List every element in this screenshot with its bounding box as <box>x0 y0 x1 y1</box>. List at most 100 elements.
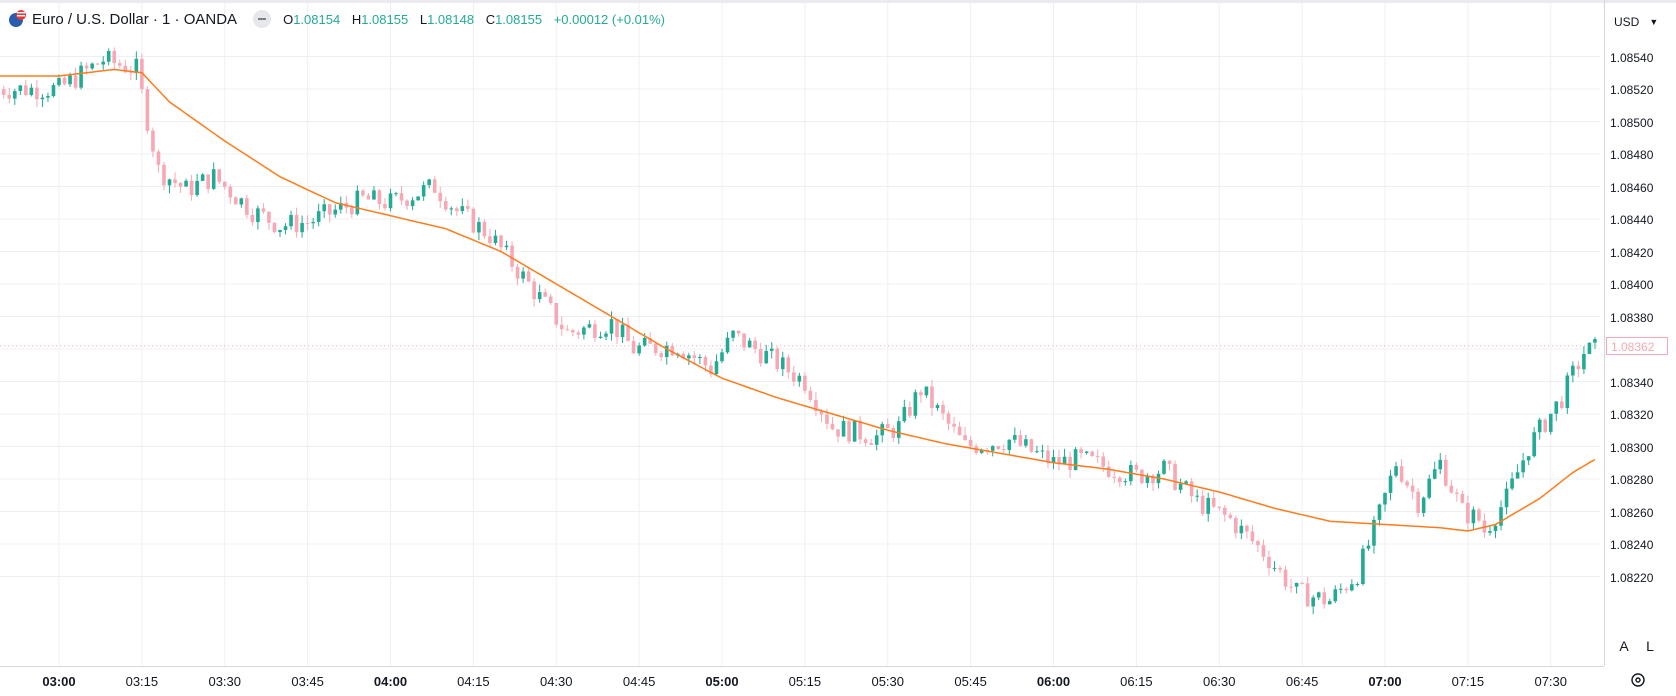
candle <box>444 197 448 212</box>
candle <box>1229 512 1233 519</box>
candle-body <box>693 355 697 358</box>
candle-body <box>1019 435 1023 446</box>
candle <box>151 128 155 158</box>
candle-body <box>1554 401 1558 413</box>
candle <box>416 196 420 201</box>
candle <box>1052 450 1056 469</box>
candle <box>588 320 592 328</box>
candle-body <box>566 329 570 330</box>
candle <box>356 185 360 215</box>
candle <box>372 186 376 200</box>
candle <box>488 229 492 248</box>
candle-body <box>1461 494 1465 503</box>
time-tick-label: 07:30 <box>1534 674 1567 689</box>
candle <box>709 361 713 378</box>
candle <box>394 192 398 197</box>
candle-body <box>273 223 277 232</box>
candle <box>1240 519 1244 539</box>
candle <box>947 411 951 430</box>
candle-body <box>1013 435 1017 440</box>
candle-body <box>919 392 923 395</box>
price-tick-label: 1.08240 <box>1610 538 1653 552</box>
candle <box>1173 461 1177 491</box>
currency-selector[interactable]: USD ▼ <box>1608 10 1670 34</box>
candle-body <box>897 421 901 438</box>
candle <box>1433 462 1437 480</box>
candle-body <box>1521 460 1525 472</box>
candle-body <box>1560 401 1564 408</box>
candle <box>1438 453 1442 474</box>
symbol-legend[interactable]: Euro / U.S. Dollar · 1 · OANDA O1.08154 … <box>8 10 673 28</box>
candle-body <box>1383 493 1387 505</box>
settings-gear-icon[interactable] <box>1628 670 1648 690</box>
candle-body <box>328 204 332 214</box>
candle-body <box>179 183 183 187</box>
candle-body <box>162 165 166 186</box>
candle <box>1444 455 1448 487</box>
candle-body <box>1030 439 1034 452</box>
candle <box>433 176 437 193</box>
candle <box>1477 508 1481 523</box>
symbol-title[interactable]: Euro / U.S. Dollar · 1 · OANDA <box>32 11 237 28</box>
candle-body <box>190 181 194 195</box>
candle-body <box>577 332 581 334</box>
candle <box>1217 506 1221 510</box>
candle <box>295 208 299 238</box>
candle <box>1030 439 1034 453</box>
candle <box>566 325 570 331</box>
candle <box>637 343 641 356</box>
candle <box>389 189 393 212</box>
candle <box>256 206 260 230</box>
candle-body <box>521 272 525 279</box>
candle <box>1510 472 1514 490</box>
candle <box>1345 587 1349 594</box>
time-tick-label: 06:00 <box>1037 674 1070 689</box>
candle <box>731 330 735 341</box>
candle-body <box>1295 583 1299 587</box>
low-label: L <box>420 12 427 27</box>
price-axis[interactable] <box>1604 0 1676 666</box>
candle-body <box>24 85 28 95</box>
candle-body <box>1345 589 1349 591</box>
auto-scale-button[interactable]: A <box>1615 636 1633 656</box>
candle-body <box>510 246 514 267</box>
candle <box>1350 579 1354 591</box>
candle-body <box>461 206 465 211</box>
candle-body <box>787 357 791 372</box>
candle-body <box>632 341 636 353</box>
candle <box>1505 482 1509 515</box>
candle <box>1212 490 1216 508</box>
candle-body <box>1262 545 1266 557</box>
candle <box>1317 592 1321 601</box>
candle <box>1566 372 1570 413</box>
high-value: 1.08155 <box>361 12 408 27</box>
candle <box>179 182 183 193</box>
candle-body <box>1488 531 1492 533</box>
candle-body <box>869 443 873 445</box>
candle <box>809 387 813 402</box>
candle <box>803 372 807 394</box>
candle-body <box>46 96 50 98</box>
time-tick-label: 06:15 <box>1120 674 1153 689</box>
price-tick-label: 1.08260 <box>1610 506 1653 520</box>
chart-plot-area[interactable] <box>0 0 1600 666</box>
candle-body <box>1389 476 1393 493</box>
candle-body <box>367 195 371 199</box>
candle <box>1549 414 1553 435</box>
candle <box>654 343 658 356</box>
candle-body <box>151 131 155 152</box>
candle-body <box>212 169 216 189</box>
candle-body <box>201 174 205 180</box>
candle <box>1427 474 1431 499</box>
candle-body <box>1118 478 1122 483</box>
candle-body <box>30 88 34 95</box>
hide-legend-icon[interactable] <box>253 10 271 28</box>
log-scale-button[interactable]: L <box>1641 636 1659 656</box>
candle-body <box>499 236 503 248</box>
candle <box>720 349 724 363</box>
candle <box>449 206 453 215</box>
candle-body <box>2 89 6 95</box>
candle-body <box>1350 584 1354 590</box>
candle <box>206 174 210 193</box>
candle-body <box>1367 546 1371 549</box>
